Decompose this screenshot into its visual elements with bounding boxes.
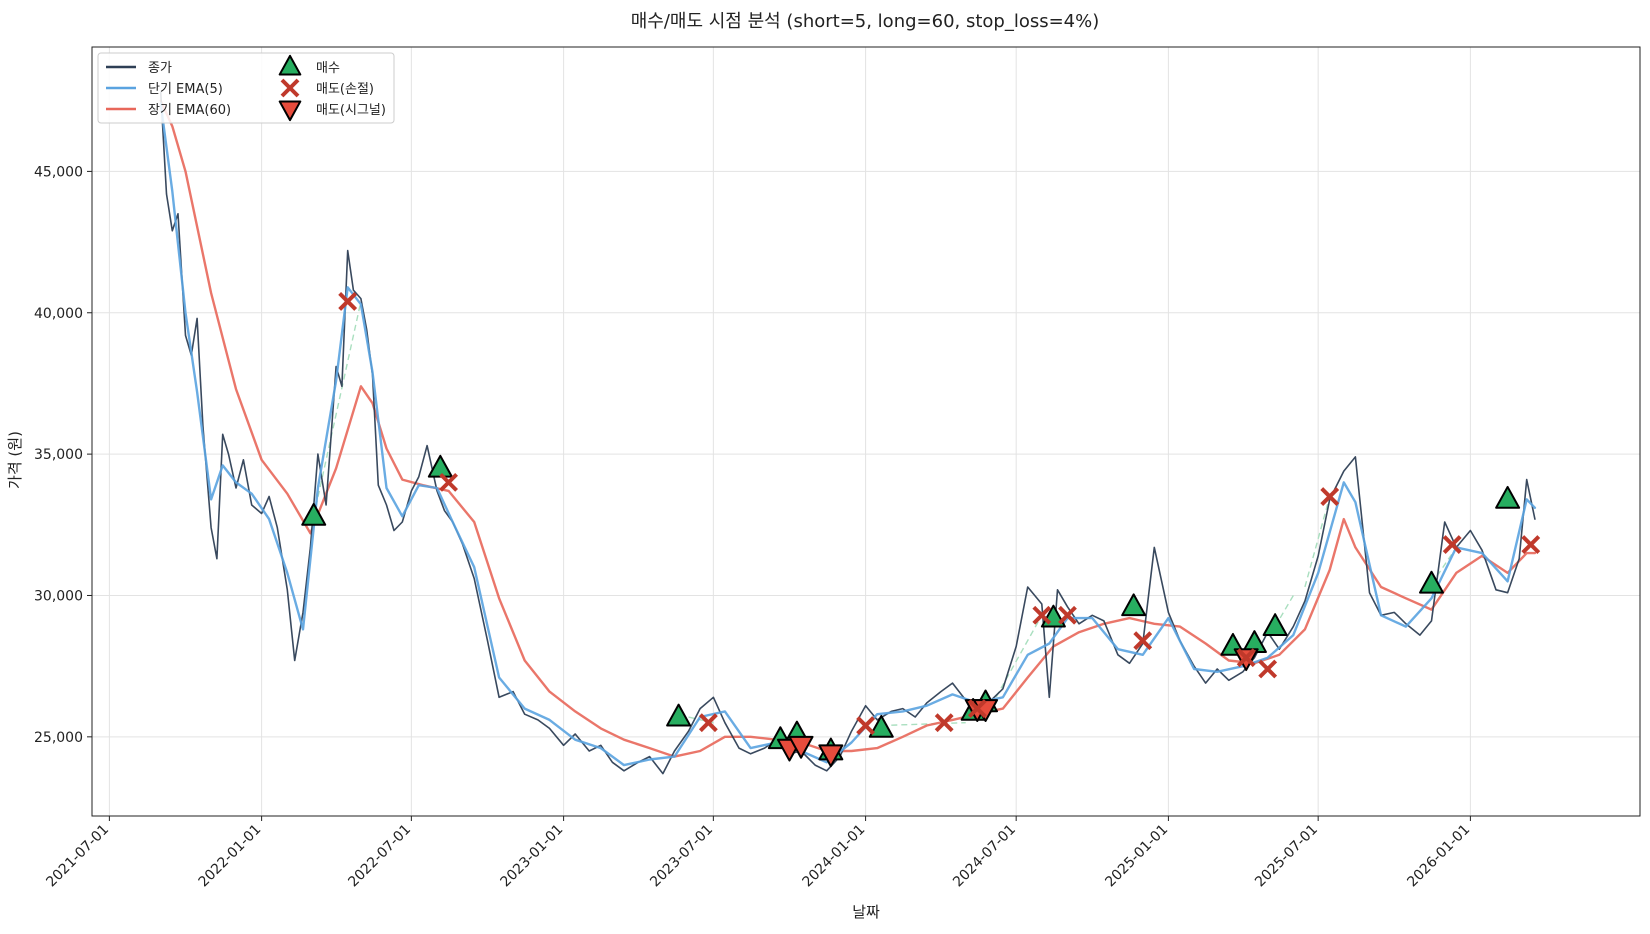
cross-stroke — [1058, 605, 1077, 625]
buy-marker — [1495, 485, 1521, 509]
y-tick-label: 35,000 — [34, 447, 83, 463]
cross-stroke — [856, 716, 876, 735]
y-axis-ticks: 25,000 30,000 35,000 40,000 45,000 — [34, 164, 92, 746]
buy-marker — [1262, 613, 1288, 636]
y-tick-label: 40,000 — [34, 306, 83, 322]
cross-stroke — [280, 78, 300, 98]
cross-stroke — [934, 713, 954, 733]
buy-marker — [666, 703, 692, 727]
cross-stroke — [338, 292, 358, 311]
sell-stop-marker — [934, 713, 954, 733]
cross-stroke — [698, 713, 718, 733]
sell-stop-marker — [439, 472, 459, 492]
sell-signal-marker — [818, 744, 844, 768]
trade-markers — [301, 292, 1541, 768]
cross-stroke — [1521, 535, 1541, 555]
trade-link-line — [881, 722, 966, 727]
cross-stroke — [1258, 659, 1278, 679]
legend-swatch-stop — [280, 78, 300, 98]
sell-stop-marker — [1236, 648, 1256, 668]
cross-stroke — [439, 472, 459, 492]
legend-label: 매수 — [316, 61, 340, 76]
sell-stop-marker — [1442, 535, 1462, 555]
sell-stop-marker — [1320, 487, 1340, 506]
y-tick-label: 45,000 — [34, 164, 83, 180]
legend-label: 종가 — [148, 61, 172, 76]
trade-link-line — [1304, 496, 1331, 588]
legend-label: 매도(시그널) — [316, 103, 386, 118]
cross-stroke — [1442, 535, 1462, 555]
x-axis-label: 날짜 — [852, 903, 880, 921]
sell-signal-marker — [788, 735, 814, 759]
sell-stop-marker — [967, 699, 987, 718]
trade-link-line — [313, 301, 362, 517]
legend-swatch-buy — [278, 54, 302, 76]
buy-marker — [301, 502, 327, 526]
trade-link-line — [990, 614, 1043, 707]
sell-stop-marker — [698, 713, 718, 733]
sell-stop-marker — [856, 716, 876, 735]
legend-label: 장기 EMA(60) — [148, 103, 231, 118]
cross-stroke — [1320, 487, 1340, 506]
sell-stop-marker — [1032, 605, 1052, 625]
trade-link-line — [1430, 547, 1457, 585]
legend-swatch-signal — [278, 100, 302, 122]
sell-stop-marker — [1258, 659, 1278, 679]
cross-stroke — [1032, 605, 1052, 625]
buy-marker — [868, 714, 894, 738]
cross-stroke — [1133, 631, 1153, 651]
y-tick-label: 30,000 — [34, 588, 83, 604]
sell-stop-marker — [1133, 631, 1153, 651]
legend-label: 매도(손절) — [316, 82, 374, 97]
sell-stop-marker — [1058, 605, 1077, 625]
buy-marker — [1121, 593, 1147, 617]
cross-stroke — [967, 699, 987, 718]
buy-marker — [1419, 570, 1445, 594]
sell-stop-marker — [1521, 535, 1541, 555]
y-axis-label: 가격 (원) — [6, 431, 24, 489]
chart-title: 매수/매도 시점 분석 (short=5, long=60, stop_loss… — [631, 11, 1100, 32]
grid-lines — [92, 47, 1640, 816]
trade-link-line — [1274, 595, 1294, 627]
y-tick-label: 25,000 — [34, 730, 83, 746]
legend-label: 단기 EMA(5) — [148, 82, 223, 97]
sell-stop-marker — [338, 292, 358, 311]
legend-box — [97, 52, 395, 124]
cross-stroke — [1236, 648, 1256, 668]
